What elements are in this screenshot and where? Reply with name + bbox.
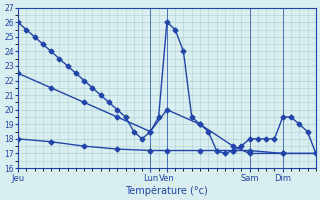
X-axis label: Température (°c): Température (°c) [125, 185, 208, 196]
